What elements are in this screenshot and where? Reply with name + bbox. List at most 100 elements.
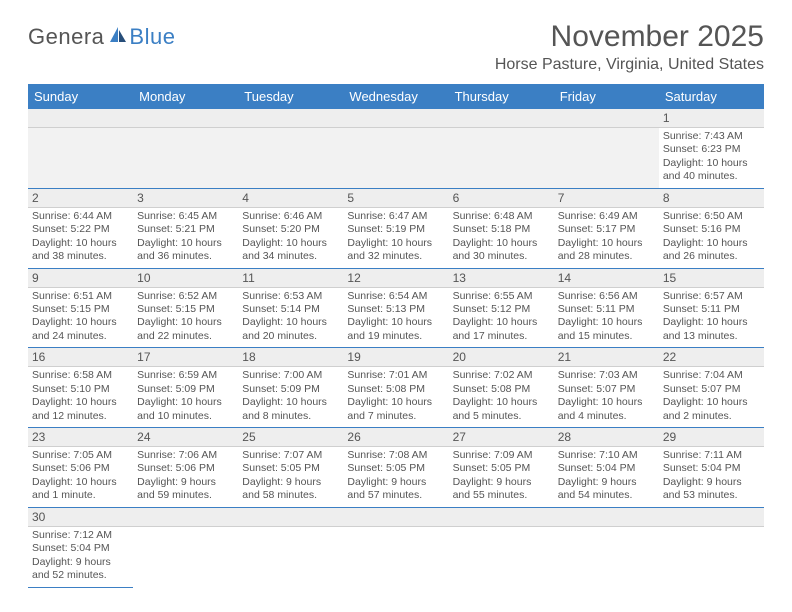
sunset-text: Sunset: 5:04 PM — [663, 462, 760, 475]
sunrise-text: Sunrise: 7:43 AM — [663, 130, 760, 143]
day-cell: Sunrise: 7:02 AMSunset: 5:08 PMDaylight:… — [449, 367, 554, 428]
daylight-text: Daylight: 9 hours and 55 minutes. — [453, 476, 550, 503]
sunset-text: Sunset: 5:04 PM — [32, 542, 129, 555]
sunrise-text: Sunrise: 7:09 AM — [453, 449, 550, 462]
sunset-text: Sunset: 5:20 PM — [242, 223, 339, 236]
day-number: 14 — [554, 269, 659, 288]
sunrise-text: Sunrise: 6:45 AM — [137, 210, 234, 223]
empty-cell — [554, 128, 659, 189]
day-number — [554, 508, 659, 527]
sunrise-text: Sunrise: 6:58 AM — [32, 369, 129, 382]
day-number: 28 — [554, 428, 659, 447]
sunrise-text: Sunrise: 7:07 AM — [242, 449, 339, 462]
sunset-text: Sunset: 5:09 PM — [242, 383, 339, 396]
daylight-text: Daylight: 10 hours and 12 minutes. — [32, 396, 129, 423]
daylight-text: Daylight: 10 hours and 2 minutes. — [663, 396, 760, 423]
sunrise-text: Sunrise: 6:53 AM — [242, 290, 339, 303]
empty-cell — [133, 128, 238, 189]
sunrise-text: Sunrise: 7:06 AM — [137, 449, 234, 462]
sunset-text: Sunset: 5:06 PM — [32, 462, 129, 475]
sunrise-text: Sunrise: 7:10 AM — [558, 449, 655, 462]
day-number: 9 — [28, 269, 133, 288]
dow-header-row: SundayMondayTuesdayWednesdayThursdayFrid… — [28, 84, 764, 109]
day-number: 3 — [133, 189, 238, 208]
daylight-text: Daylight: 10 hours and 30 minutes. — [453, 237, 550, 264]
daylight-text: Daylight: 10 hours and 38 minutes. — [32, 237, 129, 264]
sunrise-text: Sunrise: 7:12 AM — [32, 529, 129, 542]
day-cell: Sunrise: 6:56 AMSunset: 5:11 PMDaylight:… — [554, 288, 659, 349]
day-cell: Sunrise: 6:47 AMSunset: 5:19 PMDaylight:… — [343, 208, 448, 269]
day-cell: Sunrise: 6:58 AMSunset: 5:10 PMDaylight:… — [28, 367, 133, 428]
day-number: 6 — [449, 189, 554, 208]
day-cell: Sunrise: 7:11 AMSunset: 5:04 PMDaylight:… — [659, 447, 764, 508]
sunrise-text: Sunrise: 6:51 AM — [32, 290, 129, 303]
dow-header: Tuesday — [238, 84, 343, 109]
sunset-text: Sunset: 5:12 PM — [453, 303, 550, 316]
location-text: Horse Pasture, Virginia, United States — [495, 56, 764, 74]
sunset-text: Sunset: 5:15 PM — [32, 303, 129, 316]
day-number: 17 — [133, 348, 238, 367]
day-cell: Sunrise: 7:09 AMSunset: 5:05 PMDaylight:… — [449, 447, 554, 508]
sunset-text: Sunset: 5:14 PM — [242, 303, 339, 316]
day-cell: Sunrise: 7:04 AMSunset: 5:07 PMDaylight:… — [659, 367, 764, 428]
dow-header: Monday — [133, 84, 238, 109]
day-cell: Sunrise: 7:10 AMSunset: 5:04 PMDaylight:… — [554, 447, 659, 508]
day-number: 2 — [28, 189, 133, 208]
daynum-row: 2345678 — [28, 189, 764, 208]
daylight-text: Daylight: 9 hours and 54 minutes. — [558, 476, 655, 503]
day-number: 23 — [28, 428, 133, 447]
day-cell: Sunrise: 7:08 AMSunset: 5:05 PMDaylight:… — [343, 447, 448, 508]
empty-cell — [343, 527, 448, 588]
sunrise-text: Sunrise: 6:55 AM — [453, 290, 550, 303]
day-number: 20 — [449, 348, 554, 367]
sunrise-text: Sunrise: 7:05 AM — [32, 449, 129, 462]
sunset-text: Sunset: 5:16 PM — [663, 223, 760, 236]
sunset-text: Sunset: 6:23 PM — [663, 143, 760, 156]
sunrise-text: Sunrise: 6:48 AM — [453, 210, 550, 223]
day-cell: Sunrise: 7:06 AMSunset: 5:06 PMDaylight:… — [133, 447, 238, 508]
empty-cell — [343, 128, 448, 189]
daylight-text: Daylight: 10 hours and 10 minutes. — [137, 396, 234, 423]
sunset-text: Sunset: 5:17 PM — [558, 223, 655, 236]
sunset-text: Sunset: 5:05 PM — [347, 462, 444, 475]
sunset-text: Sunset: 5:10 PM — [32, 383, 129, 396]
daynum-row: 1 — [28, 109, 764, 128]
daylight-text: Daylight: 10 hours and 7 minutes. — [347, 396, 444, 423]
daylight-text: Daylight: 10 hours and 32 minutes. — [347, 237, 444, 264]
daylight-text: Daylight: 10 hours and 5 minutes. — [453, 396, 550, 423]
day-cell: Sunrise: 6:50 AMSunset: 5:16 PMDaylight:… — [659, 208, 764, 269]
sunrise-text: Sunrise: 7:02 AM — [453, 369, 550, 382]
sunset-text: Sunset: 5:07 PM — [663, 383, 760, 396]
day-number — [238, 508, 343, 527]
empty-cell — [449, 527, 554, 588]
day-number: 5 — [343, 189, 448, 208]
day-number: 11 — [238, 269, 343, 288]
week-row: Sunrise: 6:58 AMSunset: 5:10 PMDaylight:… — [28, 367, 764, 428]
daylight-text: Daylight: 10 hours and 34 minutes. — [242, 237, 339, 264]
week-row: Sunrise: 6:51 AMSunset: 5:15 PM Daylight:… — [28, 288, 764, 349]
daylight-text: Daylight: 10 hours and 19 minutes. — [347, 316, 444, 343]
day-cell: Sunrise: 7:12 AMSunset: 5:04 PMDaylight:… — [28, 527, 133, 588]
day-number: 29 — [659, 428, 764, 447]
day-cell: Sunrise: 6:44 AMSunset: 5:22 PMDaylight:… — [28, 208, 133, 269]
sunset-text: Sunset: 5:09 PM — [137, 383, 234, 396]
daylight-text: Daylight: 10 hours and 15 minutes. — [558, 316, 655, 343]
day-cell: Sunrise: 6:49 AMSunset: 5:17 PMDaylight:… — [554, 208, 659, 269]
day-number — [449, 109, 554, 128]
daylight-text: Daylight: 10 hours and 8 minutes. — [242, 396, 339, 423]
dow-header: Sunday — [28, 84, 133, 109]
daylight-text: Daylight: 10 hours and 36 minutes. — [137, 237, 234, 264]
daylight-text: Daylight: 10 hours and 28 minutes. — [558, 237, 655, 264]
week-row: Sunrise: 6:44 AMSunset: 5:22 PMDaylight:… — [28, 208, 764, 269]
daynum-row: 30 — [28, 508, 764, 527]
sunrise-text: Sunrise: 6:57 AM — [663, 290, 760, 303]
header: Genera Blue November 2025 Horse Pasture,… — [28, 20, 764, 74]
sunset-text: Sunset: 5:08 PM — [347, 383, 444, 396]
calendar: SundayMondayTuesdayWednesdayThursdayFrid… — [28, 84, 764, 588]
sunset-text: Sunset: 5:07 PM — [558, 383, 655, 396]
day-cell: Sunrise: 6:53 AMSunset: 5:14 PMDaylight:… — [238, 288, 343, 349]
day-number — [133, 109, 238, 128]
daylight-text: Daylight: 10 hours and 40 minutes. — [663, 157, 760, 184]
day-cell: Sunrise: 6:57 AMSunset: 5:11 PMDaylight:… — [659, 288, 764, 349]
day-cell: Sunrise: 7:03 AMSunset: 5:07 PMDaylight:… — [554, 367, 659, 428]
